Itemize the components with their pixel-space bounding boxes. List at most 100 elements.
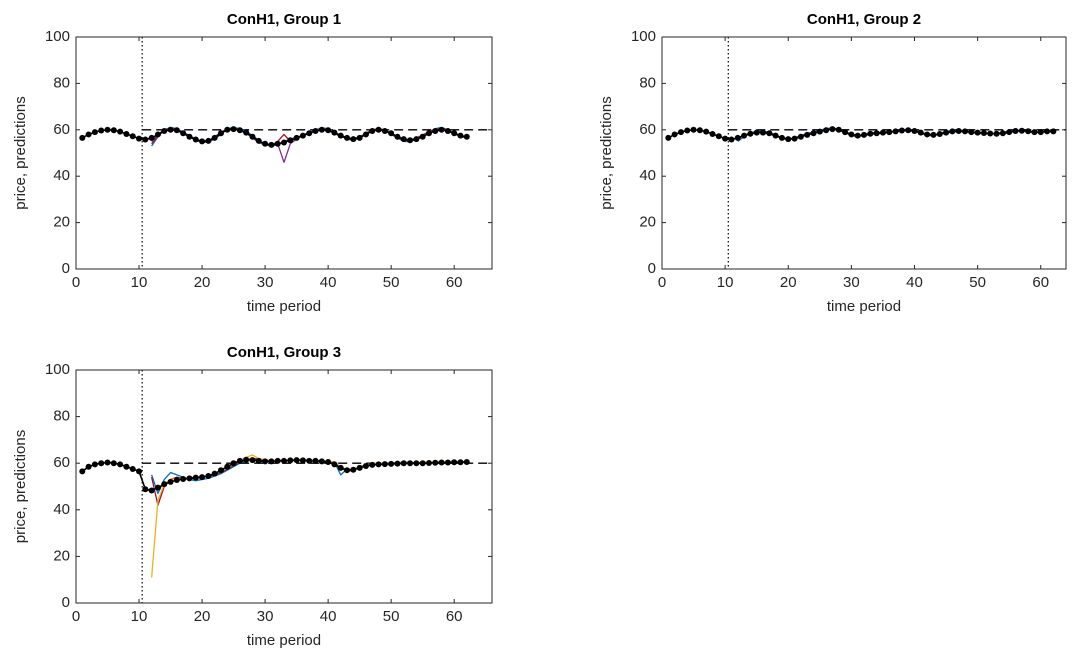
price-marker — [917, 129, 924, 136]
chart-title: ConH1, Group 3 — [227, 344, 341, 361]
price-marker — [98, 127, 105, 134]
price-marker — [262, 140, 269, 147]
price-marker — [715, 133, 722, 140]
price-marker — [369, 461, 376, 468]
price-marker — [274, 140, 281, 147]
price-marker — [104, 459, 111, 466]
y-tick-label: 0 — [62, 260, 70, 277]
price-marker — [148, 487, 155, 494]
price-marker — [753, 129, 760, 136]
price-marker — [936, 130, 943, 137]
price-marker — [898, 127, 905, 134]
price-marker — [205, 137, 212, 144]
price-marker — [117, 461, 124, 468]
price-marker — [117, 128, 124, 135]
y-tick-label: 20 — [53, 547, 70, 564]
price-marker — [394, 133, 401, 140]
price-marker — [369, 127, 376, 134]
price-marker — [696, 127, 703, 134]
price-marker — [98, 460, 105, 467]
y-tick-label: 100 — [45, 361, 70, 378]
price-marker — [79, 134, 86, 141]
price-marker — [993, 130, 1000, 137]
price-marker — [879, 129, 886, 136]
price-marker — [375, 126, 382, 133]
price-marker — [457, 459, 464, 466]
x-tick-label: 30 — [843, 274, 860, 291]
price-marker — [388, 460, 395, 467]
chart-title: ConH1, Group 1 — [227, 11, 341, 28]
price-marker — [444, 459, 451, 466]
price-marker — [224, 463, 231, 470]
price-marker — [154, 131, 161, 138]
price-marker — [281, 457, 287, 464]
price-marker — [85, 463, 92, 470]
price-marker — [129, 466, 136, 473]
price-marker — [344, 467, 351, 474]
plot-area — [662, 37, 1066, 269]
y-tick-label: 80 — [639, 74, 656, 91]
price-marker — [419, 460, 426, 467]
x-tick-label: 20 — [194, 608, 211, 625]
x-tick-label: 0 — [72, 274, 80, 291]
price-marker — [419, 133, 426, 140]
price-marker — [167, 478, 174, 485]
axes-box — [75, 369, 493, 604]
subplot: 0 10 20 30 40 50 60 0 20 40 60 80 100 ConH1, Group 3 t… — [12, 344, 493, 649]
price-marker — [205, 473, 212, 480]
y-axis-label: price, predictions — [598, 96, 615, 209]
y-tick-label: 60 — [53, 121, 70, 138]
price-marker — [816, 128, 823, 135]
price-marker — [684, 127, 691, 134]
chart-title: ConH1, Group 2 — [807, 11, 921, 28]
price-marker — [129, 133, 136, 140]
x-tick-label: 50 — [383, 608, 400, 625]
price-marker — [362, 462, 369, 469]
price-marker — [690, 126, 697, 133]
price-marker — [451, 130, 458, 137]
price-marker — [325, 459, 332, 466]
price-marker — [331, 129, 338, 136]
price-marker — [741, 132, 748, 139]
price-marker — [974, 129, 981, 136]
price-marker — [1044, 128, 1051, 135]
price-marker — [747, 130, 754, 137]
price-marker — [873, 130, 880, 137]
price-marker — [344, 134, 351, 141]
x-tick-label: 10 — [131, 608, 148, 625]
price-marker — [943, 129, 950, 136]
y-tick-label: 20 — [53, 214, 70, 231]
y-tick-label: 80 — [53, 408, 70, 425]
price-marker — [337, 132, 344, 139]
price-marker — [778, 134, 785, 141]
price-marker — [268, 141, 275, 148]
price-marker — [79, 468, 86, 475]
price-marker — [230, 126, 237, 133]
price-marker — [274, 457, 281, 464]
x-tick-label: 40 — [320, 608, 337, 625]
price-marker — [350, 466, 357, 473]
price-marker — [451, 459, 458, 466]
x-tick-label: 40 — [320, 274, 337, 291]
y-tick-label: 100 — [45, 28, 70, 45]
price-marker — [962, 128, 968, 135]
x-tick-label: 10 — [717, 274, 734, 291]
price-marker — [665, 134, 672, 141]
price-marker — [785, 136, 792, 143]
price-marker — [318, 458, 325, 465]
x-tick-label: 30 — [257, 608, 274, 625]
price-marker — [236, 457, 243, 464]
price-marker — [1012, 127, 1019, 134]
price-marker — [287, 137, 294, 144]
price-marker — [123, 130, 130, 137]
price-marker — [142, 136, 149, 143]
price-marker — [457, 132, 464, 139]
axes-box — [75, 36, 493, 270]
price-marker — [243, 456, 250, 463]
price-marker — [224, 126, 231, 133]
price-marker — [425, 130, 432, 137]
x-tick-label: 0 — [72, 608, 80, 625]
price-marker — [394, 460, 401, 467]
